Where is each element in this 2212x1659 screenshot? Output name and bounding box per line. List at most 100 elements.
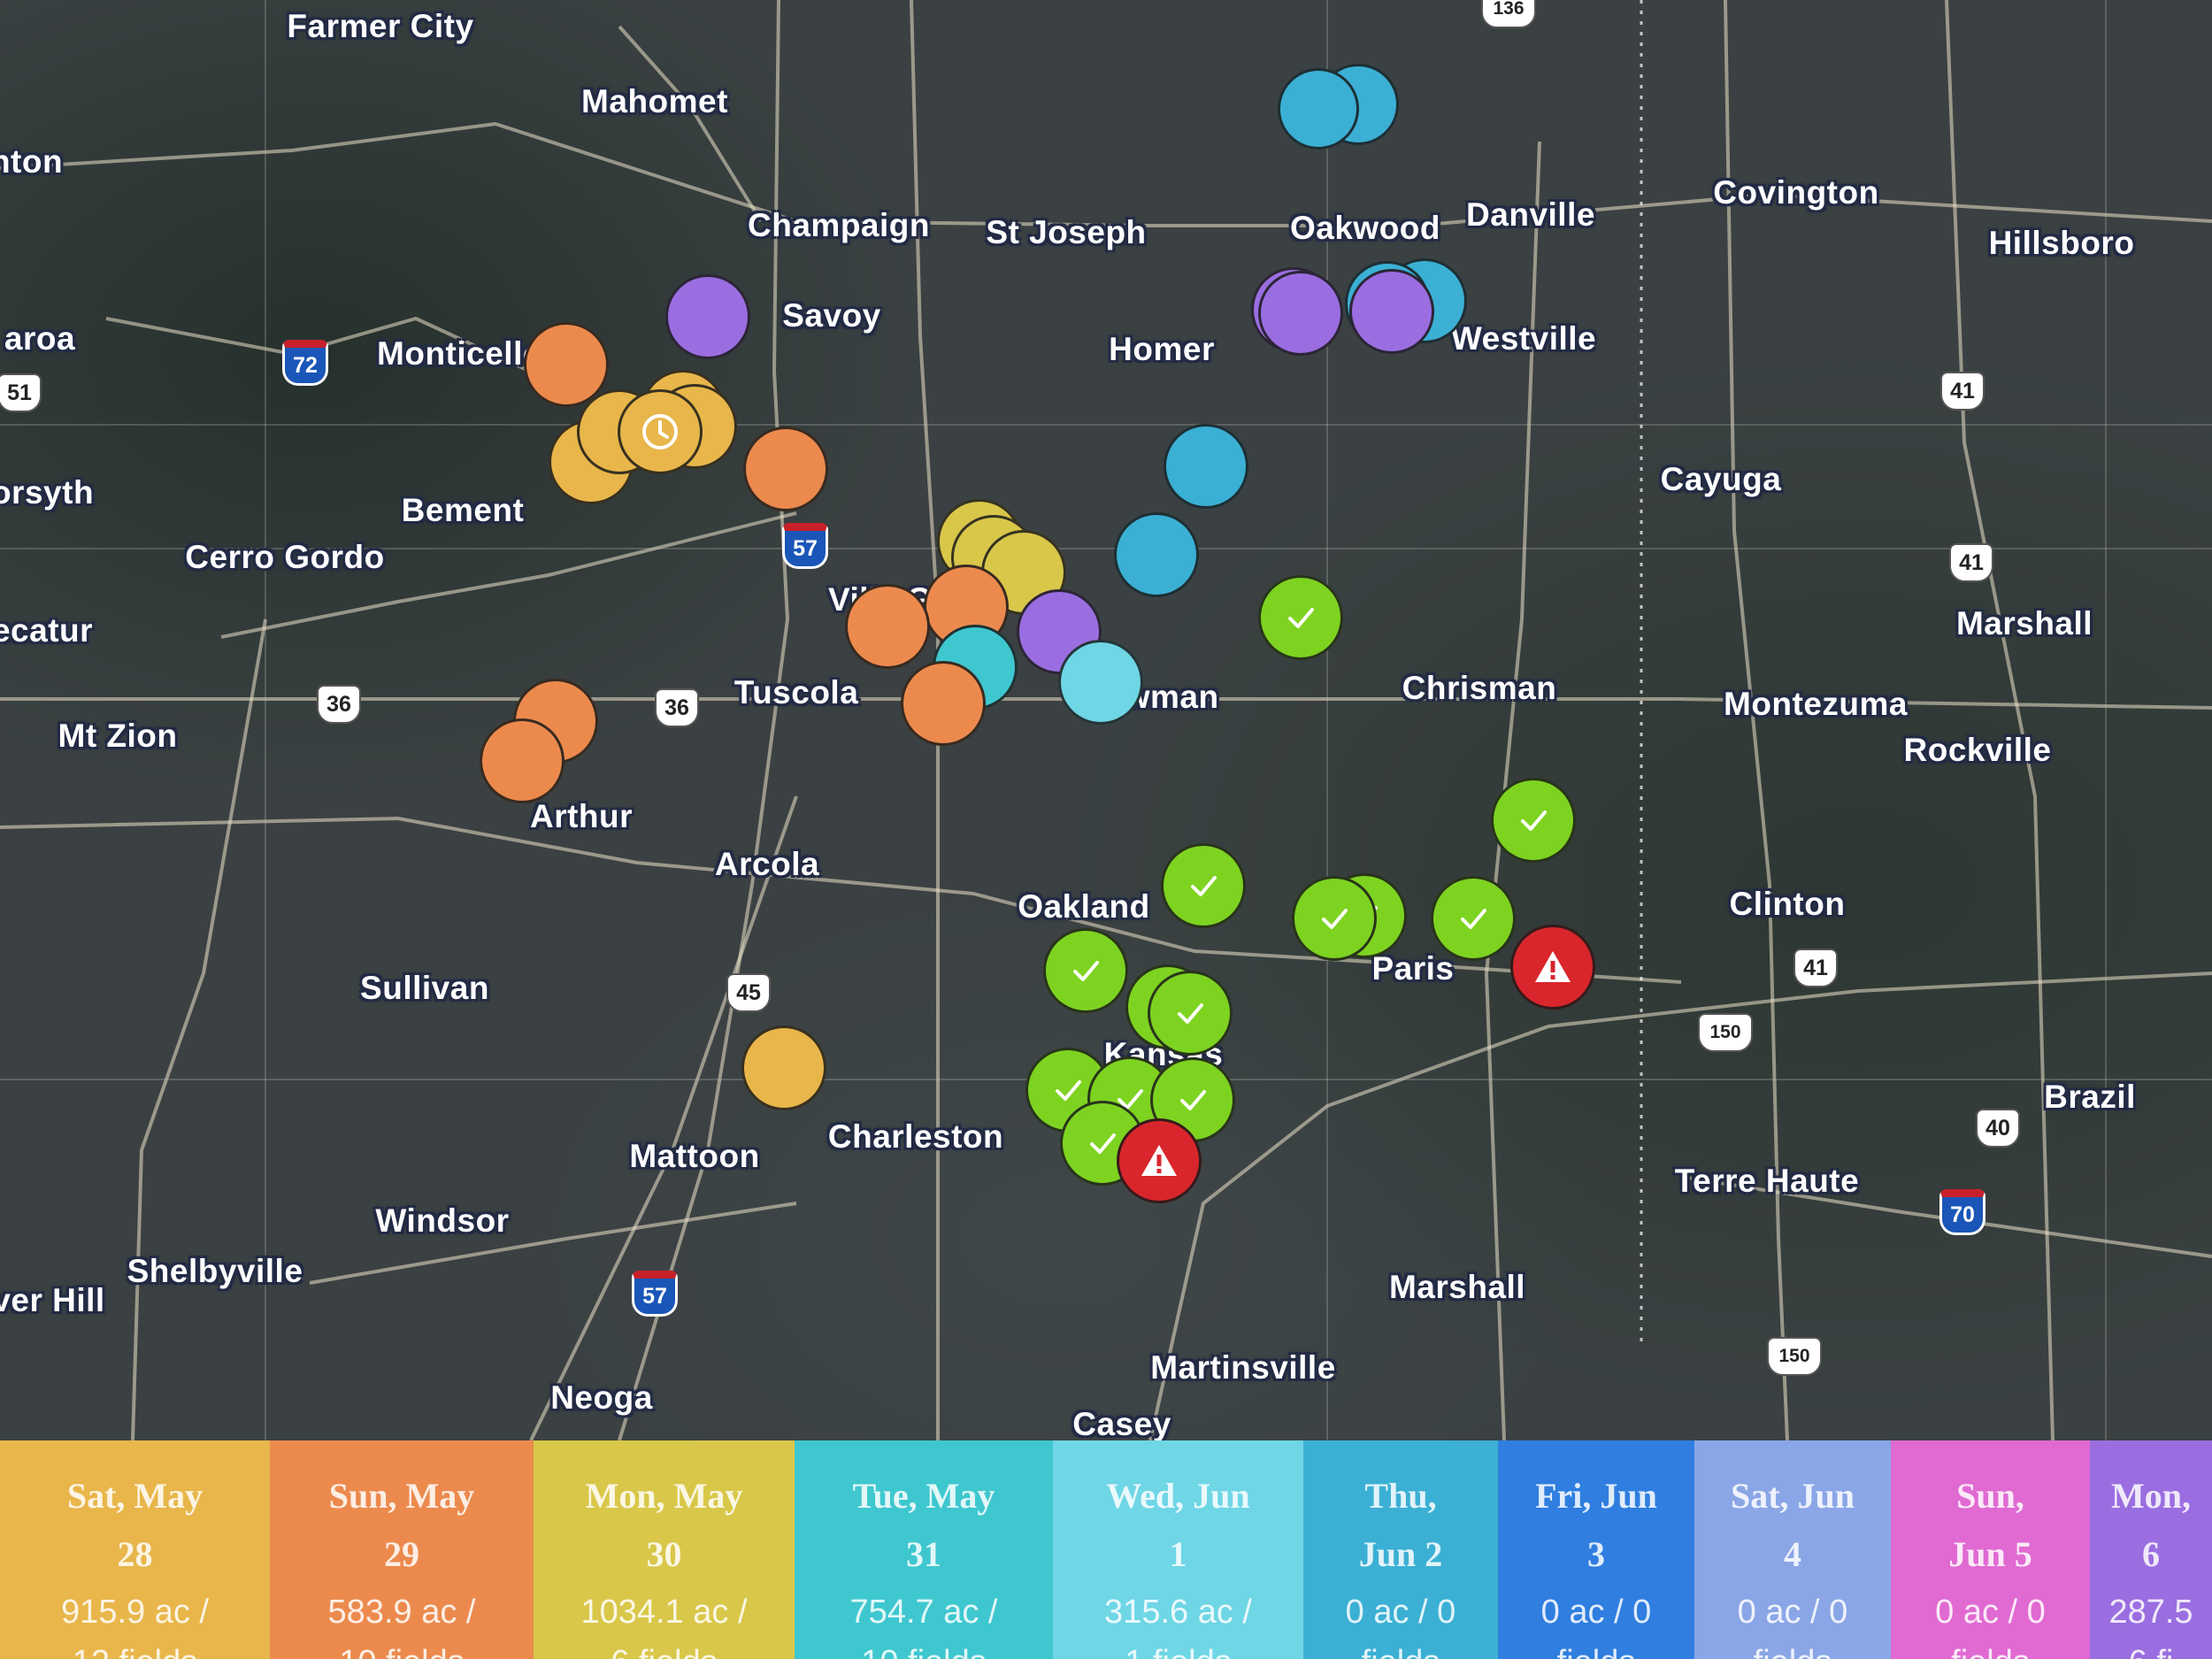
legend-day-label: Fri, Jun (1535, 1476, 1657, 1516)
legend-day-fields: 1 fields (1053, 1640, 1303, 1659)
field-marker[interactable] (1431, 876, 1516, 961)
check-icon (1068, 953, 1103, 988)
check-icon (1112, 1081, 1148, 1117)
legend-day-fields: 6 fi (2090, 1640, 2212, 1659)
legend-day-label: Sat, Jun (1730, 1476, 1855, 1516)
field-marker[interactable] (480, 718, 565, 803)
legend-day-fri-jun-3[interactable]: Fri, Jun 3 0 ac / 0 fields (1498, 1440, 1694, 1659)
highway-shield-us-41-mid: 41 (1949, 543, 1993, 582)
city-label-paris: Paris (1371, 950, 1455, 987)
field-marker[interactable] (1058, 640, 1143, 725)
city-label-savoy: Savoy (782, 297, 881, 334)
field-marker[interactable] (1349, 269, 1434, 354)
highway-shield-us-40: 40 (1976, 1109, 2020, 1148)
field-marker[interactable] (1043, 928, 1128, 1013)
city-label-casey: Casey (1072, 1406, 1171, 1440)
city-label-st-joseph: St Joseph (986, 214, 1147, 250)
city-label-mt-zion: Mt Zion (58, 718, 178, 754)
legend-day-label: Mon, (2111, 1476, 2191, 1516)
city-label-cerro-gordo: Cerro Gordo (185, 539, 385, 575)
legend-day-sat-may-28[interactable]: Sat, May 28 915.9 ac / 12 fields (0, 1440, 270, 1659)
city-label-sullivan: Sullivan (360, 970, 489, 1006)
legend-day-acreage: 0 ac / 0 (1935, 1594, 2046, 1631)
legend-day-label: Thu, (1364, 1476, 1437, 1516)
field-marker[interactable] (665, 274, 750, 359)
date-legend-bar: Sat, May 28 915.9 ac / 12 fields Sun, May 29 5… (0, 1440, 2212, 1659)
highway-shield-us-51: 51 (0, 373, 42, 412)
highway-shield-i-57-south: 57 (632, 1271, 678, 1317)
field-marker[interactable] (1114, 512, 1199, 597)
field-marker[interactable] (1148, 971, 1233, 1056)
highway-shield-us-150-south: 150 (1767, 1337, 1822, 1376)
legend-day-acreage: 915.9 ac / (61, 1594, 209, 1631)
field-marker[interactable] (1510, 925, 1595, 1010)
city-label-brazil: Brazil (2044, 1079, 2136, 1115)
field-marker[interactable] (1258, 575, 1343, 660)
check-icon (1455, 901, 1491, 936)
field-marker[interactable] (1258, 271, 1343, 356)
highway-shield-us-45: 45 (726, 973, 771, 1012)
warning-icon (1139, 1142, 1179, 1179)
city-label-terre-haute: Terre Haute (1674, 1163, 1860, 1199)
check-icon (1050, 1072, 1086, 1108)
map-view[interactable]: Farmer City Mahomet Champaign St Joseph Oakw… (0, 0, 2212, 1440)
legend-day-thu-jun-2[interactable]: Thu, Jun 2 0 ac / 0 fields (1303, 1440, 1498, 1659)
field-marker[interactable] (1117, 1118, 1202, 1203)
city-label-shelbyville: Shelbyville (127, 1253, 303, 1289)
legend-day-date: 31 (906, 1534, 941, 1574)
city-label-covington: Covington (1713, 174, 1879, 211)
legend-day-tue-may-31[interactable]: Tue, May 31 754.7 ac / 10 fields (795, 1440, 1053, 1659)
highway-shield-i-70: 70 (1939, 1189, 1985, 1235)
legend-day-mon-jun-6[interactable]: Mon, 6 287.5 6 fi (2090, 1440, 2212, 1659)
check-icon (1317, 901, 1352, 936)
city-label-homer: Homer (1109, 331, 1215, 367)
legend-day-label: Sun, May (328, 1476, 475, 1516)
legend-day-mon-may-30[interactable]: Mon, May 30 1034.1 ac / 6 fields (534, 1440, 795, 1659)
legend-day-date: 1 (1169, 1534, 1187, 1574)
highway-shield-us-41-north: 41 (1940, 372, 1985, 411)
legend-day-acreage: 1034.1 ac / (580, 1594, 748, 1631)
field-marker[interactable] (524, 322, 609, 407)
legend-day-wed-jun-1[interactable]: Wed, Jun 1 315.6 ac / 1 fields (1053, 1440, 1303, 1659)
city-label-arthur: Arthur (529, 798, 634, 834)
legend-day-sat-jun-4[interactable]: Sat, Jun 4 0 ac / 0 fields (1694, 1440, 1891, 1659)
city-label-cayuga: Cayuga (1660, 461, 1782, 497)
city-label-montezuma: Montezuma (1724, 686, 1908, 722)
highway-shield-us-36-east: 36 (655, 688, 699, 727)
city-label-neoga: Neoga (550, 1379, 653, 1416)
highway-shield-us-41-south: 41 (1793, 949, 1838, 987)
field-marker[interactable] (1491, 778, 1576, 863)
check-icon (1186, 868, 1221, 903)
city-label-farmer-city: Farmer City (287, 8, 474, 44)
field-marker[interactable] (743, 426, 828, 511)
field-marker[interactable] (1164, 424, 1248, 509)
legend-day-sun-may-29[interactable]: Sun, May 29 583.9 ac / 10 fields (270, 1440, 534, 1659)
city-label-maroa: aroa (4, 320, 76, 357)
city-label-marshall-il: Marshall (1388, 1269, 1526, 1305)
field-marker[interactable] (1161, 843, 1246, 928)
legend-day-acreage: 0 ac / 0 (1540, 1594, 1652, 1631)
field-marker[interactable] (1278, 68, 1359, 150)
legend-day-fields: fields (1498, 1640, 1694, 1659)
city-label-mattoon: Mattoon (629, 1138, 760, 1174)
legend-day-date: 30 (646, 1534, 682, 1574)
city-label-monticello: Monticello (377, 335, 543, 372)
city-label-forsyth: orsyth (0, 474, 95, 511)
legend-day-acreage: 315.6 ac / (1104, 1594, 1252, 1631)
legend-day-sun-jun-5[interactable]: Sun, Jun 5 0 ac / 0 fields (1891, 1440, 2090, 1659)
legend-day-label: Sun, (1956, 1476, 2024, 1516)
field-marker[interactable] (618, 389, 703, 474)
field-marker[interactable] (1292, 876, 1377, 961)
legend-day-date: Jun 5 (1948, 1534, 2032, 1574)
field-marker[interactable] (845, 584, 930, 669)
legend-day-date: 3 (1587, 1534, 1605, 1574)
city-label-marshall-in: Marshall (1955, 605, 2093, 641)
legend-day-date: 28 (117, 1534, 153, 1574)
field-marker[interactable] (901, 661, 986, 746)
city-label-danville: Danville (1466, 196, 1595, 233)
field-marker[interactable] (741, 1025, 826, 1110)
check-icon (1085, 1125, 1120, 1161)
city-label-bement: Bement (401, 492, 525, 528)
check-icon (1516, 803, 1551, 838)
legend-day-label: Wed, Jun (1106, 1476, 1250, 1516)
